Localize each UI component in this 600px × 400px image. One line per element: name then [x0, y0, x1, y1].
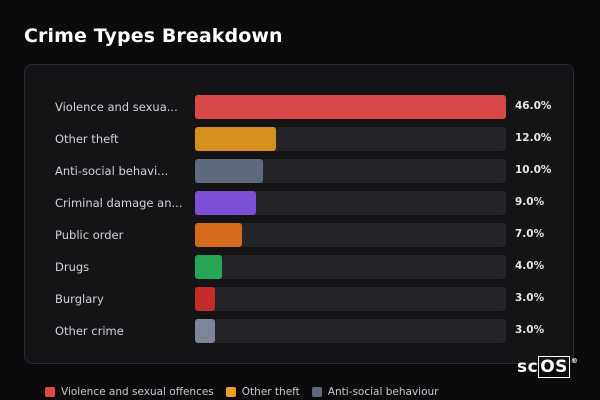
legend-item[interactable]: Violence and sexual offences: [45, 386, 214, 398]
bar-value-label: 12.0%: [515, 132, 552, 144]
logo-mark: ®: [570, 357, 579, 365]
bar[interactable]: [195, 255, 223, 279]
bar-value-label: 3.0%: [515, 292, 545, 304]
bar-category-label: Criminal damage an...: [55, 196, 183, 210]
bar-category-label: Drugs: [55, 260, 90, 274]
legend-label: Anti-social behaviour: [327, 386, 439, 398]
legend-swatch: [45, 387, 55, 397]
bar[interactable]: [195, 223, 243, 247]
scos-logo: sc OS ®: [517, 356, 579, 378]
legend-item[interactable]: Anti-social behaviour: [311, 386, 439, 398]
logo-prefix: sc: [517, 357, 539, 377]
bar-track: [195, 191, 506, 215]
bar-track: [195, 287, 506, 311]
bar-row: Public order 7.0%: [25, 223, 575, 247]
bar-row: Other theft 12.0%: [25, 127, 575, 151]
bar[interactable]: [195, 95, 506, 119]
bar-track: [195, 255, 506, 279]
bar-track: [195, 223, 506, 247]
legend-item[interactable]: Other theft: [225, 386, 300, 398]
chart-card: Violence and sexua... 46.0% Other theft 12.…: [24, 64, 574, 364]
legend-swatch: [225, 387, 236, 397]
bar-value-label: 3.0%: [515, 324, 545, 336]
bar-row: Burglary 3.0%: [25, 287, 575, 311]
bar-value-label: 9.0%: [515, 196, 545, 208]
bar-track: [195, 127, 506, 151]
bar-category-label: Other theft: [55, 132, 119, 146]
bar-row: Drugs 4.0%: [25, 255, 575, 279]
bar-track: [195, 95, 506, 119]
bar-row: Violence and sexua... 46.0%: [25, 95, 575, 119]
chart-title: Crime Types Breakdown: [24, 25, 283, 47]
bar-category-label: Anti-social behavi...: [55, 164, 169, 178]
legend-label: Other theft: [241, 386, 300, 398]
bar[interactable]: [195, 191, 256, 215]
legend-label: Violence and sexual offences: [61, 386, 214, 398]
bar-row: Anti-social behavi... 10.0%: [25, 159, 575, 183]
bar-value-label: 46.0%: [515, 100, 552, 112]
bar-row: Other crime 3.0%: [25, 319, 575, 343]
bar-category-label: Burglary: [55, 292, 104, 306]
bar-category-label: Violence and sexua...: [55, 100, 178, 114]
bar-category-label: Public order: [55, 228, 124, 242]
bar[interactable]: [195, 287, 216, 311]
bar[interactable]: [195, 159, 263, 183]
bar[interactable]: [195, 319, 216, 343]
bar-row: Criminal damage an... 9.0%: [25, 191, 575, 215]
bar-category-label: Other crime: [55, 324, 124, 338]
logo-boxed: OS: [538, 356, 570, 378]
legend-swatch: [311, 387, 322, 397]
bar-value-label: 10.0%: [515, 164, 552, 176]
chart-legend: Violence and sexual offences Other theft A…: [45, 386, 438, 398]
bar-track: [195, 319, 506, 343]
bar-track: [195, 159, 506, 183]
bar-value-label: 7.0%: [515, 228, 545, 240]
bar-value-label: 4.0%: [515, 260, 545, 272]
bar[interactable]: [195, 127, 277, 151]
